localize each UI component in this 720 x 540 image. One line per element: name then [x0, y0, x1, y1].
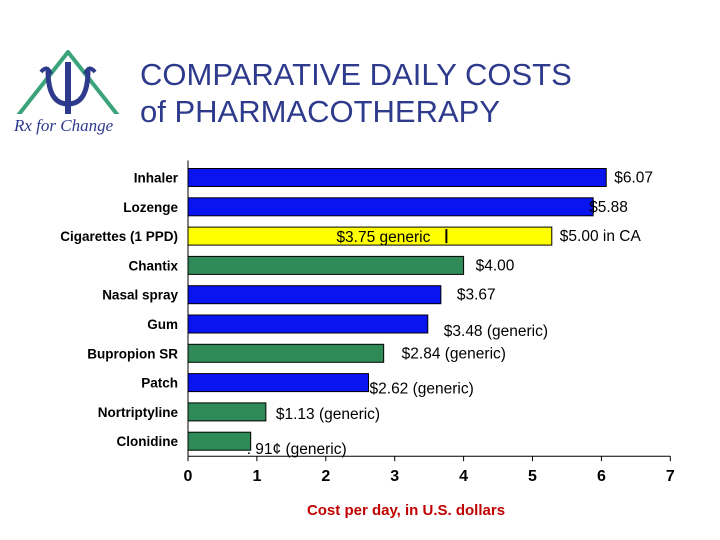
x-axis: 0 1 2 3 4 5 6 7: [184, 160, 675, 485]
x-tick-label-7: 7: [666, 468, 675, 485]
category-label-inhaler: Inhaler: [134, 171, 179, 186]
slide-title-line-2: of PHARMACOTHERAPY: [140, 94, 501, 129]
value-label-gum: $3.48 (generic): [444, 323, 548, 340]
x-tick-label-4: 4: [459, 468, 468, 485]
logo-psi-left-arm: [39, 66, 53, 75]
bar-clonidine: [187, 431, 252, 451]
category-label-chantix: Chantix: [128, 258, 178, 273]
bar-lozenge: [187, 197, 594, 217]
x-tick-label-5: 5: [528, 468, 537, 485]
value-label-clonidine: . 91¢ (generic): [247, 441, 347, 458]
x-tick-label-0: 0: [184, 468, 193, 485]
category-label-patch: Patch: [141, 376, 178, 391]
logo-psi-right-arm: [83, 66, 97, 75]
x-tick-label-3: 3: [390, 468, 399, 485]
rx-for-change-logo: Rx for Change: [10, 50, 136, 136]
slide-title: COMPARATIVE DAILY COSTS of PHARMACOTHERA…: [140, 56, 572, 130]
value-label-lozenge: $5.88: [589, 199, 628, 216]
x-axis-title: Cost per day, in U.S. dollars: [307, 502, 505, 519]
annotation-cigarettes-1-ppd: $3.75 generic: [336, 229, 430, 246]
category-label-gum: Gum: [147, 317, 178, 332]
slide-title-line-1: COMPARATIVE DAILY COSTS: [140, 57, 572, 92]
x-tick-label-6: 6: [597, 468, 606, 485]
value-label-bupropion-sr: $2.84 (generic): [402, 345, 506, 362]
category-label-clonidine: Clonidine: [117, 434, 179, 449]
bar-patch: [187, 373, 370, 393]
x-tick-label-2: 2: [321, 468, 330, 485]
bar-chantix: [187, 255, 465, 275]
category-label-nortriptyline: Nortriptyline: [98, 405, 179, 420]
logo-text-backdrop: [10, 114, 136, 136]
value-label-nortriptyline: $1.13 (generic): [276, 406, 380, 423]
bar-nortriptyline: [187, 402, 267, 422]
x-tick-label-1: 1: [252, 468, 261, 485]
category-label-lozenge: Lozenge: [123, 200, 178, 215]
bar-inhaler: [187, 168, 607, 187]
value-label-cigarettes-1-ppd: $5.00 in CA: [560, 228, 642, 245]
bar-bupropion-sr: [187, 343, 385, 363]
category-label-cigarettes-1-ppd: Cigarettes (1 PPD): [60, 229, 178, 244]
value-labels-layer: $6.07 $5.88 $5.00 in CA $4.00 $3.67 $3.48 (ge…: [247, 170, 653, 459]
category-label-bupropion-sr: Bupropion SR: [87, 346, 178, 361]
value-label-nasal-spray: $3.67: [457, 287, 496, 304]
logo-text: Rx for Change: [13, 116, 114, 135]
value-label-patch: $2.62 (generic): [370, 381, 474, 398]
category-label-nasal-spray: Nasal spray: [102, 288, 178, 303]
value-label-chantix: $4.00: [476, 257, 515, 274]
value-label-inhaler: $6.07: [614, 170, 653, 187]
bar-nasal-spray: [187, 285, 442, 305]
bar-gum: [187, 314, 429, 334]
category-labels-layer: Inhaler Lozenge Cigarettes (1 PPD) Chantix N…: [60, 171, 179, 450]
bars-layer: [187, 168, 607, 451]
